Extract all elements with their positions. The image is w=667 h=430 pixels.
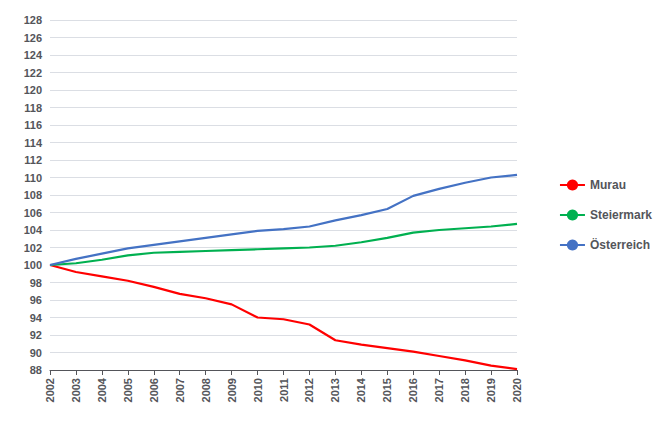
svg-text:Österreich: Österreich bbox=[590, 237, 650, 252]
svg-text:118: 118 bbox=[24, 102, 42, 114]
svg-text:2002: 2002 bbox=[44, 378, 56, 402]
svg-text:2020: 2020 bbox=[511, 378, 523, 402]
svg-text:Steiermark: Steiermark bbox=[590, 208, 652, 222]
svg-text:114: 114 bbox=[24, 137, 43, 149]
svg-text:2018: 2018 bbox=[459, 378, 471, 402]
svg-text:94: 94 bbox=[30, 312, 43, 324]
svg-text:2005: 2005 bbox=[122, 378, 134, 402]
svg-text:122: 122 bbox=[24, 67, 42, 79]
svg-text:104: 104 bbox=[24, 224, 43, 236]
svg-text:2014: 2014 bbox=[355, 377, 367, 402]
svg-text:2012: 2012 bbox=[303, 378, 315, 402]
svg-text:2016: 2016 bbox=[407, 378, 419, 402]
svg-text:126: 126 bbox=[24, 32, 42, 44]
svg-text:2008: 2008 bbox=[200, 378, 212, 402]
svg-text:2003: 2003 bbox=[70, 378, 82, 402]
svg-text:124: 124 bbox=[24, 49, 43, 61]
svg-text:100: 100 bbox=[24, 259, 42, 271]
svg-text:112: 112 bbox=[24, 154, 42, 166]
svg-text:2006: 2006 bbox=[148, 378, 160, 402]
svg-text:116: 116 bbox=[24, 119, 42, 131]
svg-text:128: 128 bbox=[24, 14, 42, 26]
svg-text:102: 102 bbox=[24, 242, 42, 254]
svg-text:2019: 2019 bbox=[485, 378, 497, 402]
svg-text:106: 106 bbox=[24, 207, 42, 219]
svg-text:Murau: Murau bbox=[590, 178, 626, 192]
svg-text:96: 96 bbox=[30, 294, 42, 306]
svg-text:2009: 2009 bbox=[226, 378, 238, 402]
svg-text:88: 88 bbox=[30, 364, 42, 376]
svg-text:98: 98 bbox=[30, 277, 42, 289]
svg-text:2011: 2011 bbox=[278, 378, 290, 402]
svg-text:92: 92 bbox=[30, 329, 42, 341]
svg-text:2004: 2004 bbox=[96, 377, 108, 402]
svg-text:110: 110 bbox=[24, 172, 42, 184]
svg-text:2013: 2013 bbox=[329, 378, 341, 402]
svg-text:2015: 2015 bbox=[381, 378, 393, 402]
svg-text:2007: 2007 bbox=[174, 378, 186, 402]
svg-text:2010: 2010 bbox=[252, 378, 264, 402]
svg-text:90: 90 bbox=[30, 347, 42, 359]
svg-text:120: 120 bbox=[24, 84, 42, 96]
svg-text:2017: 2017 bbox=[433, 378, 445, 402]
svg-text:108: 108 bbox=[24, 189, 42, 201]
